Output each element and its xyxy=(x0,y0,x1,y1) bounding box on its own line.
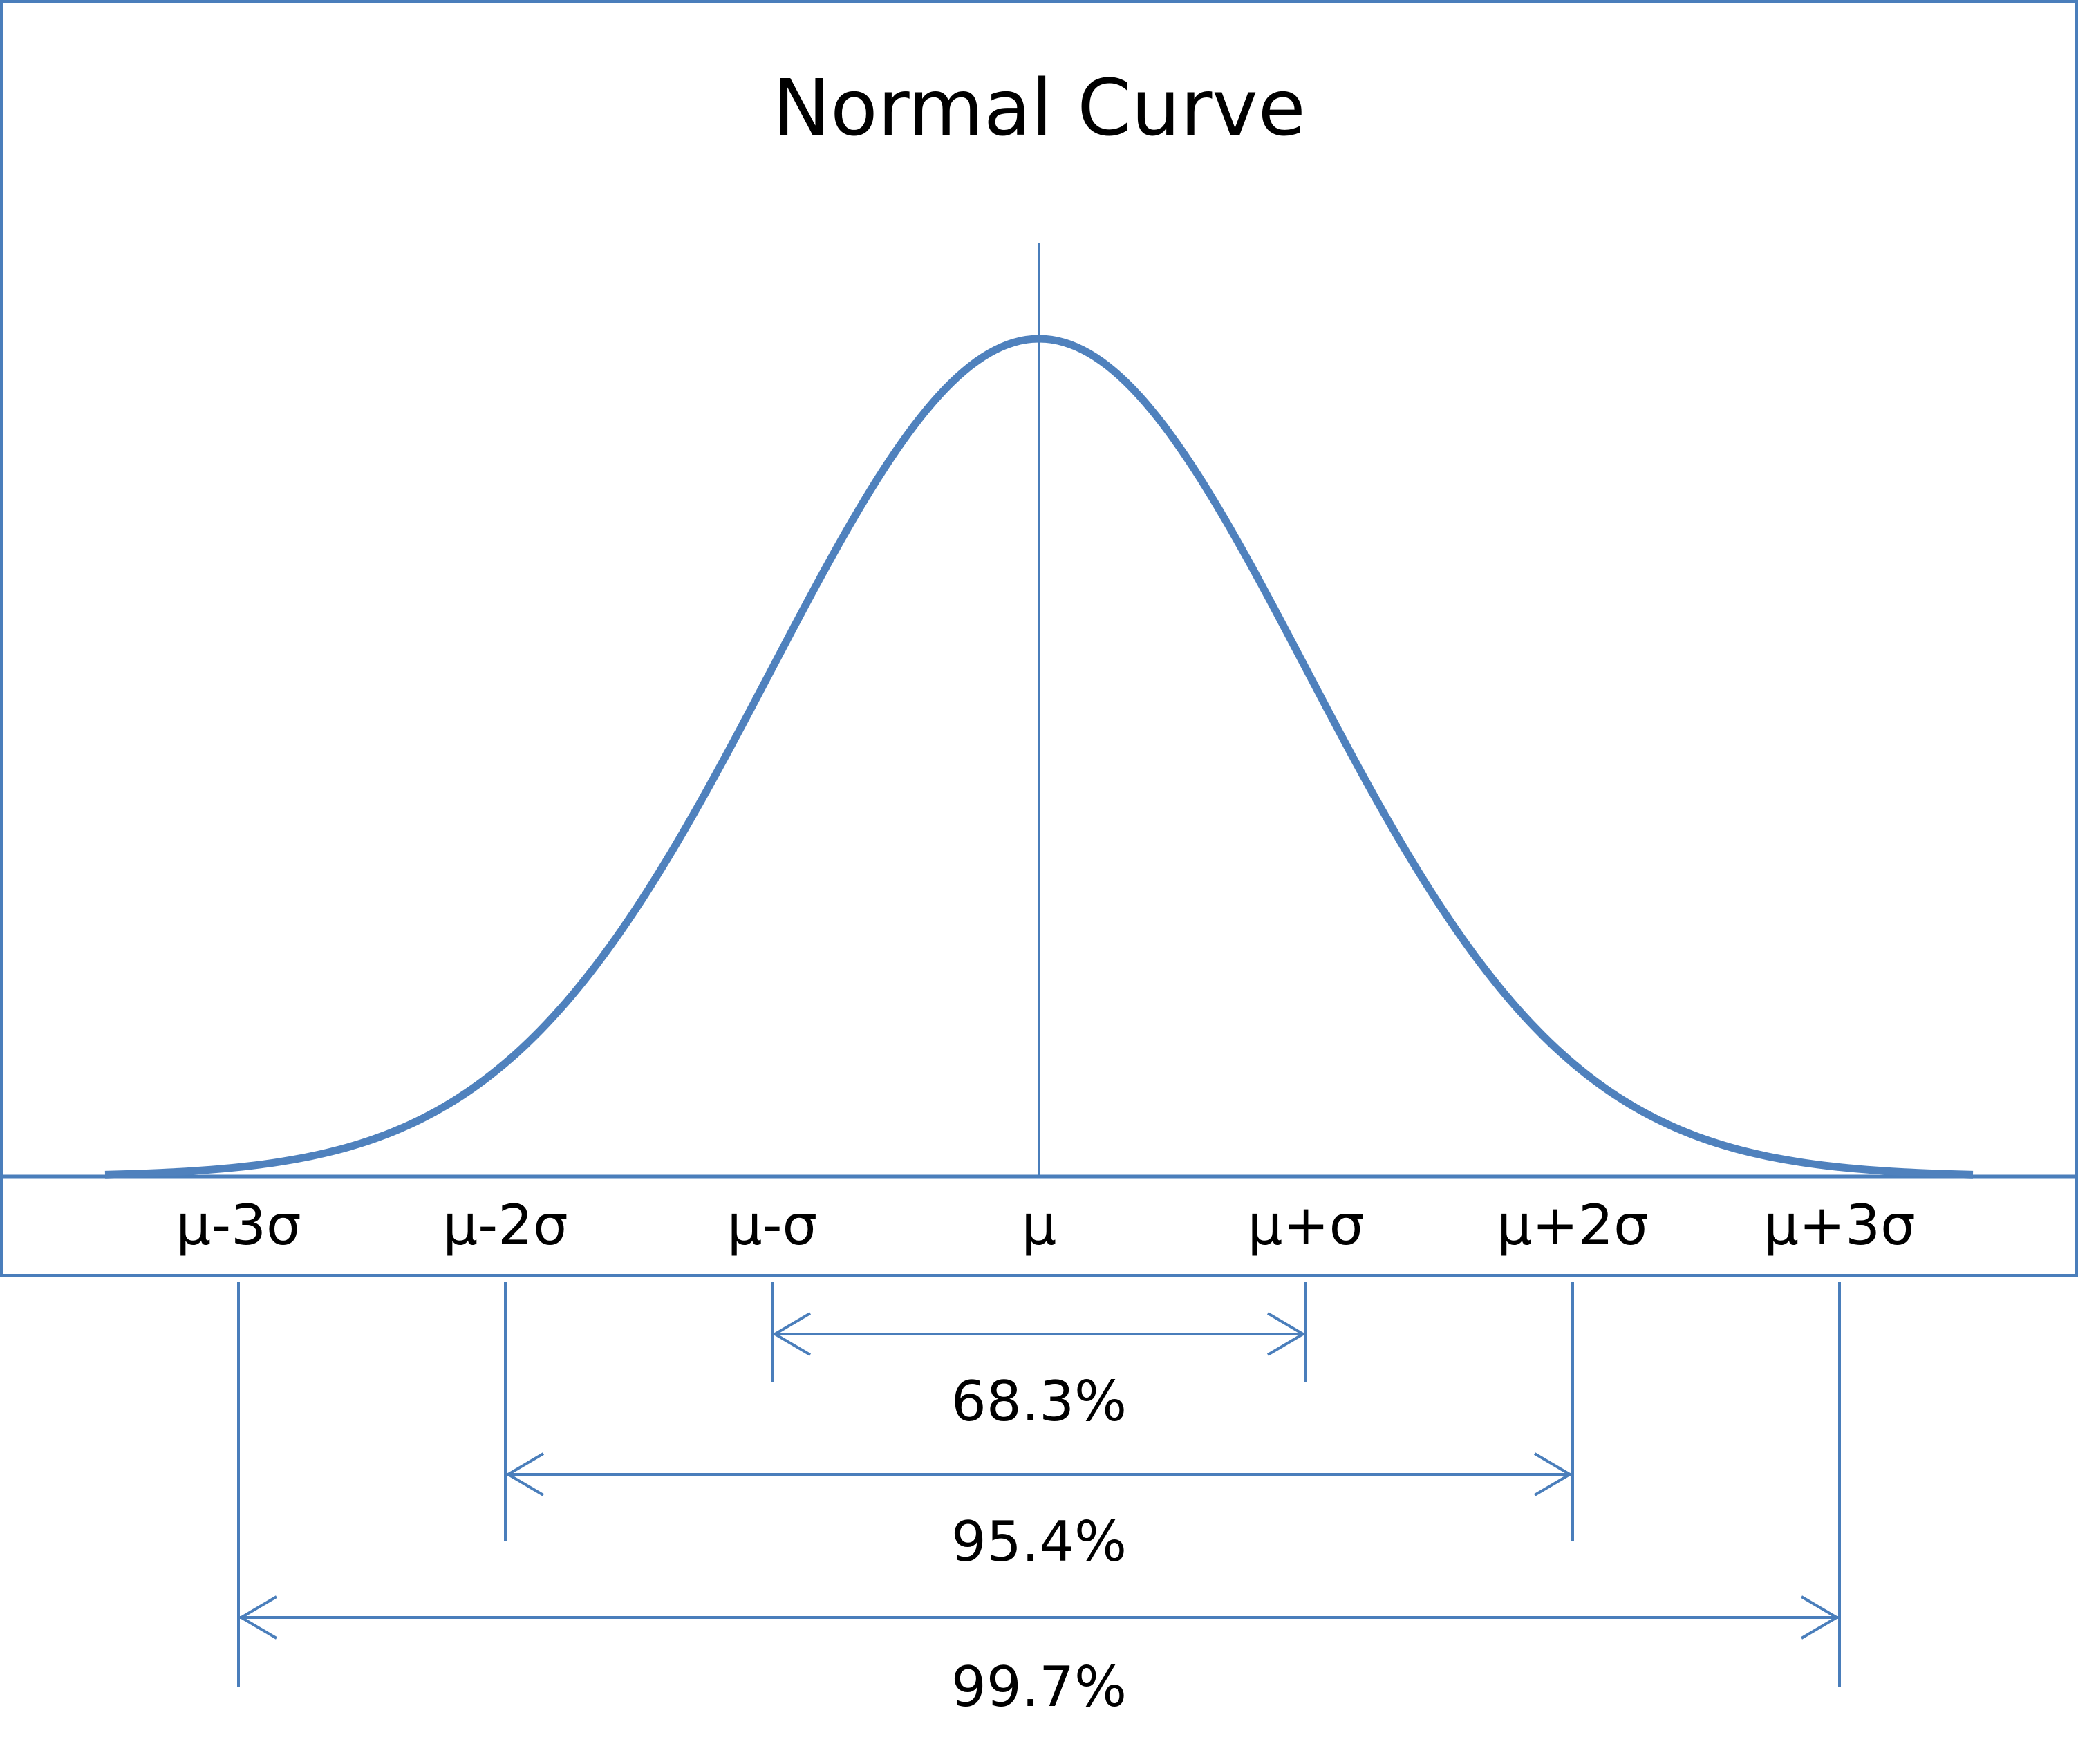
arrow-head-right xyxy=(1266,1312,1306,1356)
range-bracket: 99.7% xyxy=(237,1282,1841,1719)
range-bracket: 68.3% xyxy=(771,1282,1307,1434)
annotation-layer: 68.3% 95.4% 99.7% xyxy=(237,1282,1841,1719)
arrow-head-left xyxy=(505,1452,545,1496)
x-tick-label: μ+3σ xyxy=(1763,1193,1916,1257)
percentage-label: 68.3% xyxy=(951,1369,1127,1434)
axis-layer xyxy=(3,243,2075,1179)
x-tick-label: μ-σ xyxy=(727,1193,817,1257)
x-tick-label: μ+σ xyxy=(1248,1193,1365,1257)
x-tick-label: μ+2σ xyxy=(1497,1193,1649,1257)
chart-title: Normal Curve xyxy=(772,64,1305,153)
arrow-head-right xyxy=(1533,1452,1573,1496)
arrow-head-right xyxy=(1800,1595,1840,1640)
normal-curve-line xyxy=(104,335,1974,1179)
percentage-label: 95.4% xyxy=(951,1510,1127,1574)
range-bracket: 95.4% xyxy=(504,1282,1574,1574)
arrow-head-left xyxy=(772,1312,812,1356)
x-tick-label: μ-3σ xyxy=(176,1193,301,1257)
tick-labels: μ-3σ μ-2σ μ-σ μ μ+σ μ+2σ μ+3σ xyxy=(176,1193,1915,1257)
arrow-head-left xyxy=(238,1595,278,1640)
x-tick-label: μ-2σ xyxy=(442,1193,568,1257)
percentage-label: 99.7% xyxy=(951,1655,1127,1719)
x-tick-label: μ xyxy=(1022,1193,1057,1257)
curve-layer xyxy=(104,335,1974,1179)
